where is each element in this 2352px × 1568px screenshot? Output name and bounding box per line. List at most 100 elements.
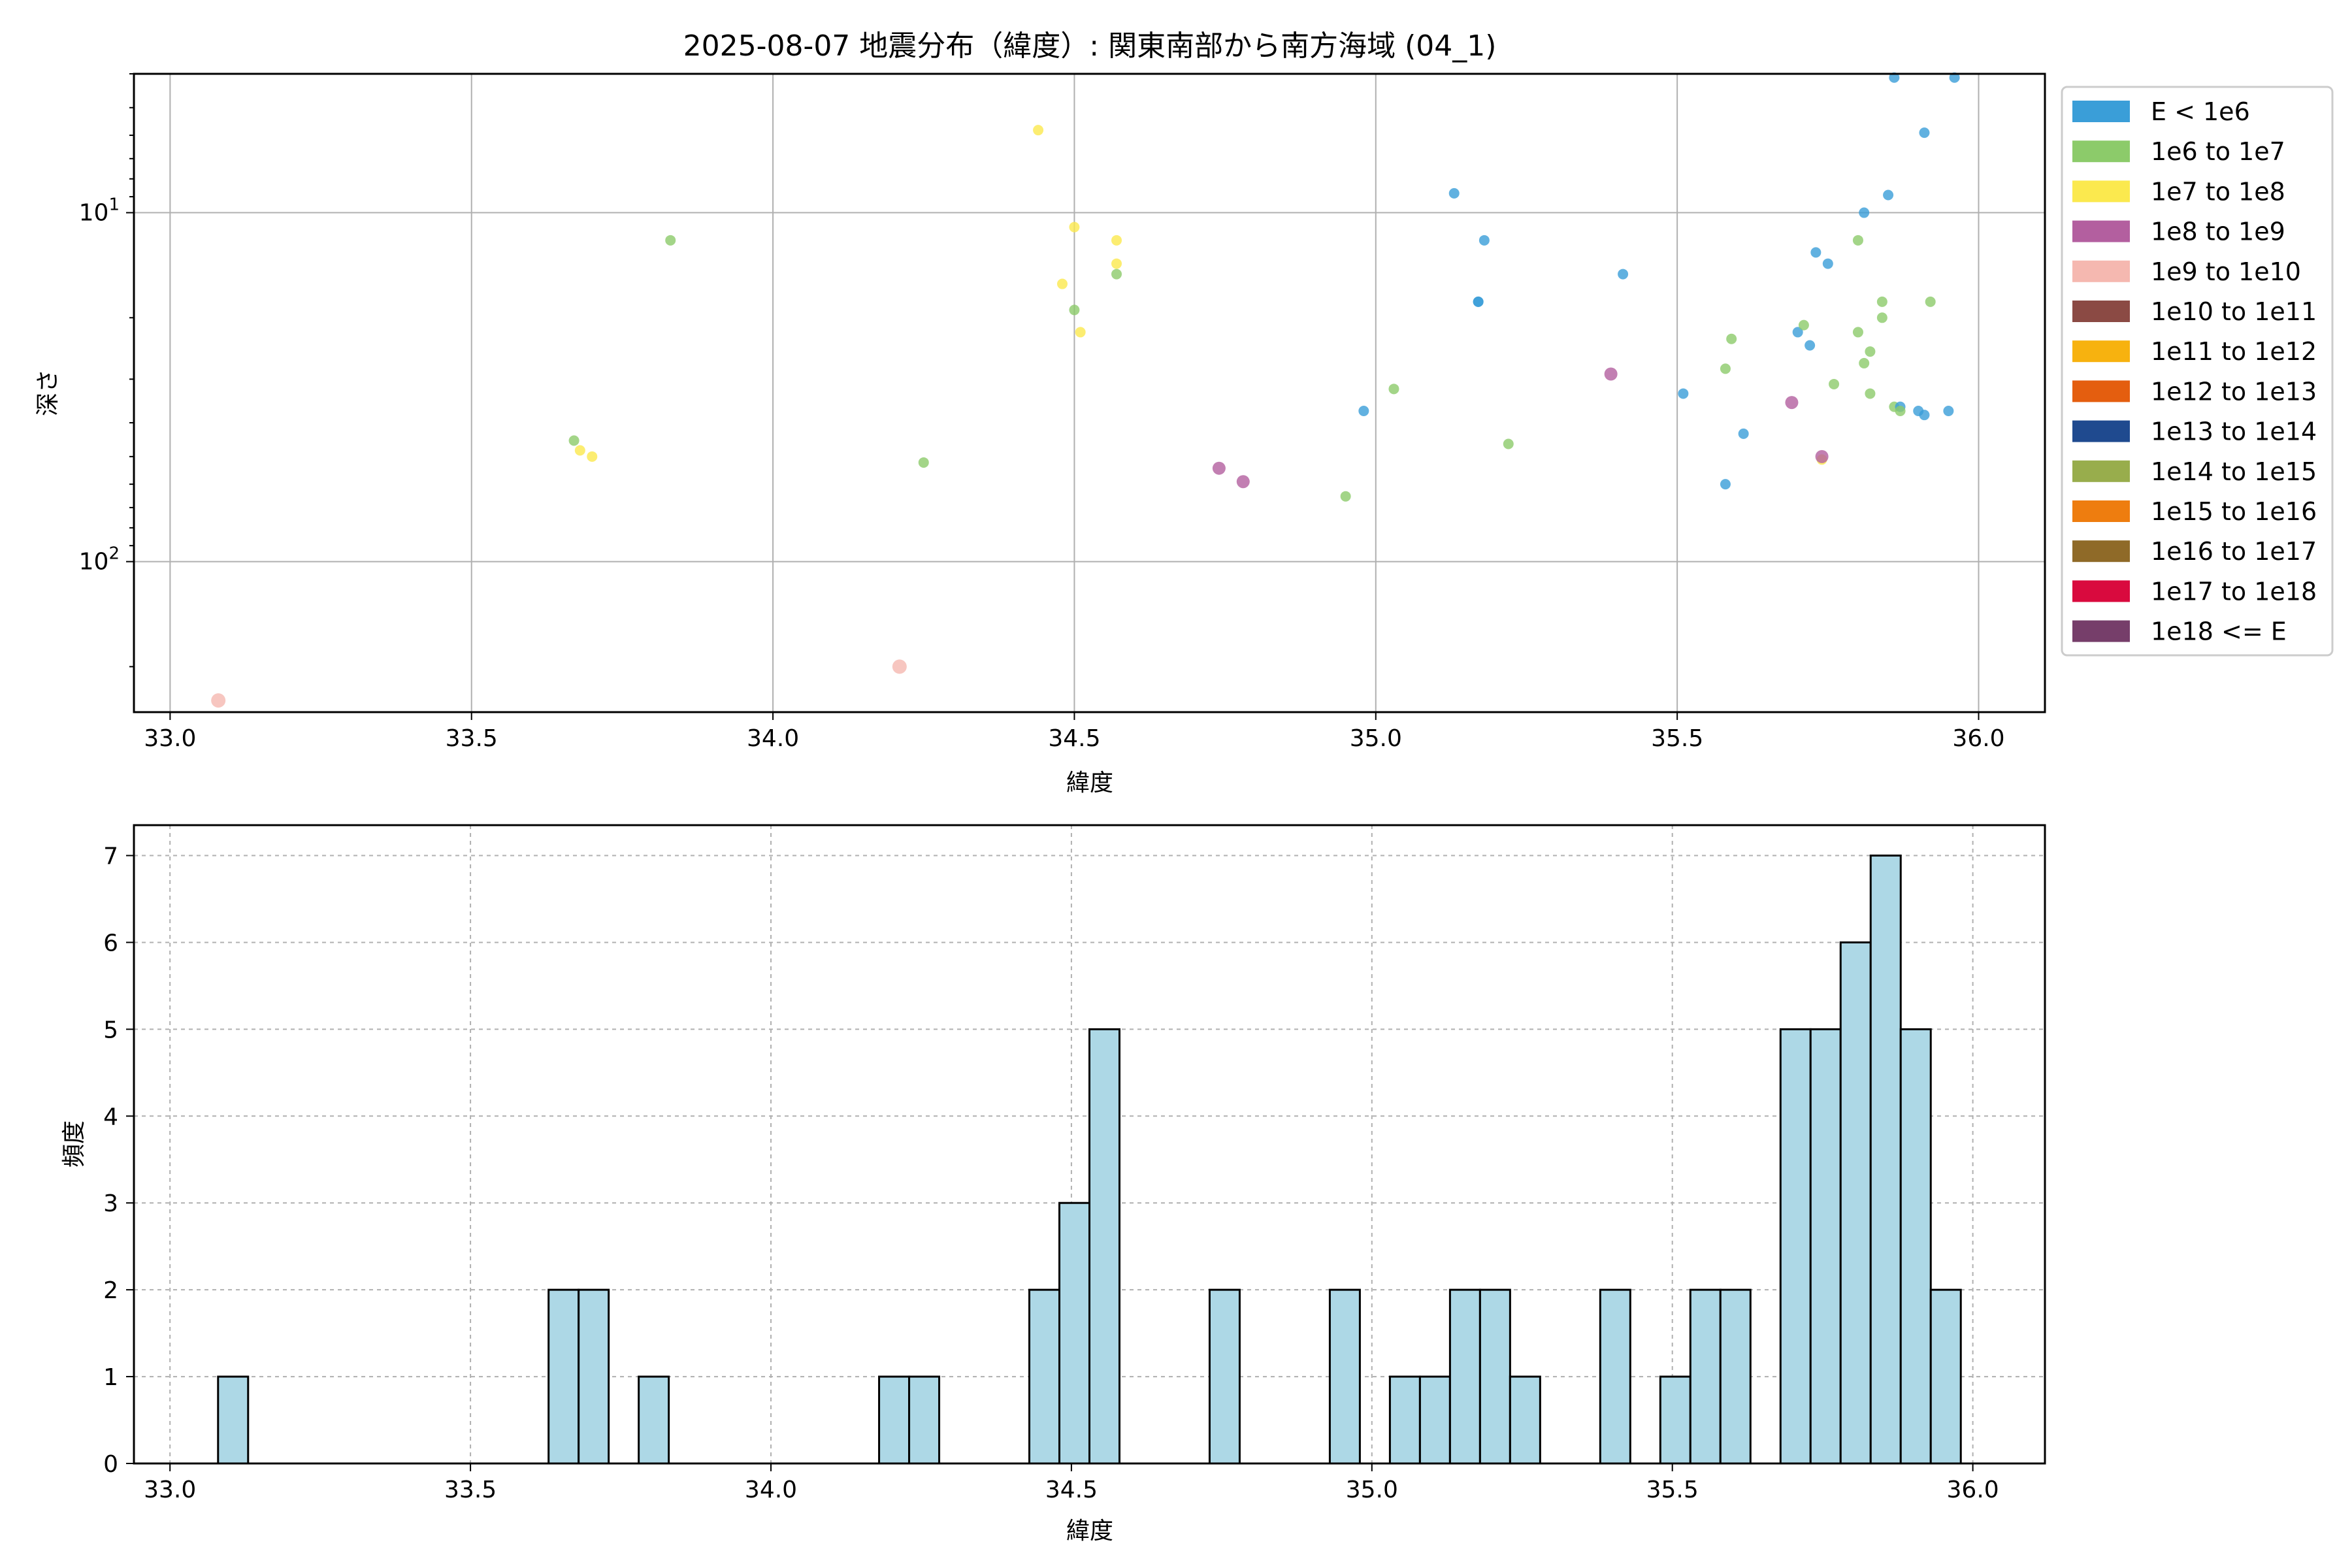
scatter-y-axis-label: 深さ [35, 369, 61, 416]
legend-label: 1e18 <= E [2151, 617, 2287, 646]
histogram-bars [217, 855, 1962, 1465]
histogram-bar [1509, 1375, 1541, 1465]
legend-frame [2061, 86, 2334, 657]
legend-label: 1e7 to 1e8 [2151, 177, 2285, 206]
scatter-point [1033, 125, 1044, 136]
legend-label: 1e17 to 1e18 [2151, 577, 2317, 606]
legend-label: 1e6 to 1e7 [2151, 137, 2285, 166]
histogram-y-ticks: 0 1 2 3 4 5 6 7 [103, 843, 134, 1478]
chart-title: 2025-08-07 地震分布（緯度）: 関東南部から南方海域 (04_1) [683, 29, 1497, 63]
scatter-point [587, 451, 598, 462]
scatter-point [1236, 475, 1250, 489]
histogram-bar [1478, 1288, 1511, 1465]
scatter-point [892, 659, 907, 674]
histogram-bar [1418, 1375, 1451, 1465]
scatter-point [211, 693, 226, 708]
scatter-plot-area [133, 73, 2046, 713]
scatter-panel: 2025-08-07 地震分布（緯度）: 関東南部から南方海域 (04_1) 3… [35, 29, 2334, 796]
legend-swatch [2072, 301, 2130, 322]
scatter-point [1859, 207, 1870, 218]
legend-label: 1e13 to 1e14 [2151, 417, 2317, 446]
legend-swatch [2072, 260, 2130, 282]
scatter-point [1805, 340, 1816, 351]
scatter-point [1829, 378, 1840, 389]
legend-swatch [2072, 580, 2130, 602]
legend-swatch [2072, 380, 2130, 402]
scatter-point [568, 435, 580, 446]
scatter-point [1075, 327, 1086, 338]
histogram-bar [1208, 1288, 1241, 1465]
histogram-x-tick-label: 34.0 [745, 1477, 797, 1503]
histogram-bar [1058, 1201, 1090, 1465]
histogram-y-tick-label: 2 [103, 1277, 118, 1304]
scatter-point [1785, 396, 1799, 410]
scatter-point [1815, 449, 1829, 463]
scatter-x-tick-label: 33.0 [144, 725, 196, 752]
scatter-point [1111, 235, 1122, 246]
histogram-bar [1779, 1028, 1812, 1465]
legend-label: 1e15 to 1e16 [2151, 497, 2317, 526]
scatter-y-tick-label: 101 [79, 195, 120, 227]
legend: E < 1e6 1e6 to 1e7 1e7 to 1e8 1e8 to 1e9 1e9… [2061, 86, 2334, 657]
histogram-bar [638, 1375, 670, 1465]
histogram-bar [1689, 1288, 1722, 1465]
histogram-y-axis-label: 頻度 [61, 1120, 88, 1168]
scatter-point [1798, 319, 1809, 331]
histogram-bar [217, 1375, 250, 1465]
scatter-point [1925, 296, 1936, 307]
legend-label: 1e8 to 1e9 [2151, 218, 2285, 246]
legend-label: 1e12 to 1e13 [2151, 377, 2317, 406]
scatter-point [1604, 367, 1618, 381]
histogram-y-tick-label: 4 [103, 1103, 118, 1130]
scatter-point [1618, 269, 1629, 280]
histogram-y-tick-label: 6 [103, 930, 118, 956]
legend-swatch [2072, 420, 2130, 442]
legend-label: 1e14 to 1e15 [2151, 457, 2317, 486]
scatter-point [1876, 296, 1887, 307]
scatter-point [1919, 410, 1930, 421]
histogram-y-tick-label: 7 [103, 843, 118, 870]
scatter-point [1889, 72, 1900, 83]
scatter-x-ticks: 33.0 33.5 34.0 34.5 35.0 35.5 36.0 [144, 712, 2005, 752]
scatter-point [574, 445, 585, 456]
histogram-bar [1809, 1028, 1842, 1465]
scatter-point [1448, 188, 1460, 199]
scatter-point [1720, 479, 1731, 490]
histogram-x-tick-label: 33.0 [144, 1477, 196, 1503]
histogram-bar [1599, 1288, 1631, 1465]
scatter-point [1865, 388, 1876, 399]
scatter-point [1473, 296, 1484, 307]
legend-swatch [2072, 460, 2130, 482]
scatter-y-ticks: 101 102 [79, 73, 134, 668]
histogram-y-tick-label: 1 [103, 1364, 118, 1391]
histogram-bar [1088, 1028, 1120, 1465]
legend-label: 1e9 to 1e10 [2151, 257, 2301, 286]
histogram-bar [1719, 1288, 1752, 1465]
histogram-bar [1028, 1288, 1061, 1465]
histogram-bar [878, 1375, 911, 1465]
legend-swatch [2072, 220, 2130, 242]
scatter-y-tick-label: 102 [79, 544, 120, 576]
histogram-x-axis-label: 緯度 [1066, 1518, 1113, 1544]
scatter-point [1069, 221, 1080, 233]
legend-swatch [2072, 340, 2130, 363]
scatter-point [1358, 405, 1369, 416]
legend-label: 1e16 to 1e17 [2151, 537, 2317, 566]
histogram-y-tick-label: 3 [103, 1190, 118, 1217]
scatter-point [1919, 127, 1930, 139]
legend-swatch [2072, 101, 2130, 122]
histogram-bar [1899, 1028, 1932, 1465]
scatter-point [1859, 357, 1870, 368]
scatter-x-axis-label: 緯度 [1066, 770, 1113, 796]
legend-swatch [2072, 540, 2130, 563]
scatter-grid [134, 74, 2045, 712]
legend-label: 1e10 to 1e11 [2151, 297, 2317, 326]
histogram-bar [1448, 1288, 1481, 1465]
histogram-bar [1659, 1375, 1691, 1465]
histogram-bar [1328, 1288, 1361, 1465]
scatter-x-tick-label: 34.0 [747, 725, 799, 752]
scatter-point [1111, 269, 1122, 280]
scatter-point [1069, 304, 1080, 316]
